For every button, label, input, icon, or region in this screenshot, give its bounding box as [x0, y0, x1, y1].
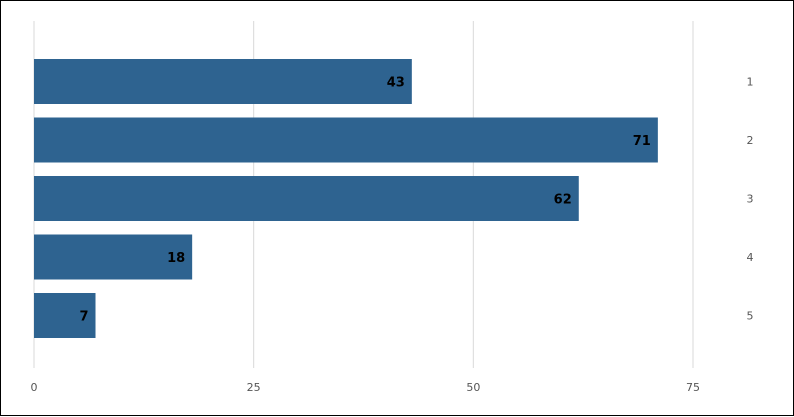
- category-label: 3: [747, 193, 754, 206]
- bar: [34, 293, 96, 338]
- x-tick-label: 75: [686, 381, 700, 394]
- bar: [34, 176, 579, 221]
- data-label: 71: [633, 134, 651, 149]
- category-label: 1: [747, 76, 754, 89]
- x-tick-label: 50: [466, 381, 480, 394]
- bar: [34, 234, 193, 280]
- category-label: 5: [747, 310, 754, 323]
- bar: [34, 59, 412, 104]
- data-label: 7: [79, 310, 88, 325]
- labels-layer: 43 71 62 18 7: [79, 76, 650, 325]
- x-tick-label: 25: [247, 381, 261, 394]
- category-label: 4: [747, 251, 754, 264]
- axis-layer: 0 25 50 75 1 2 3 4 5: [31, 76, 754, 395]
- data-label: 18: [167, 251, 185, 266]
- data-label: 62: [554, 193, 572, 208]
- bar: [34, 117, 658, 163]
- x-tick-label: 0: [31, 381, 38, 394]
- category-label: 2: [747, 134, 754, 147]
- bars-layer: [34, 59, 658, 338]
- data-label: 43: [387, 76, 405, 91]
